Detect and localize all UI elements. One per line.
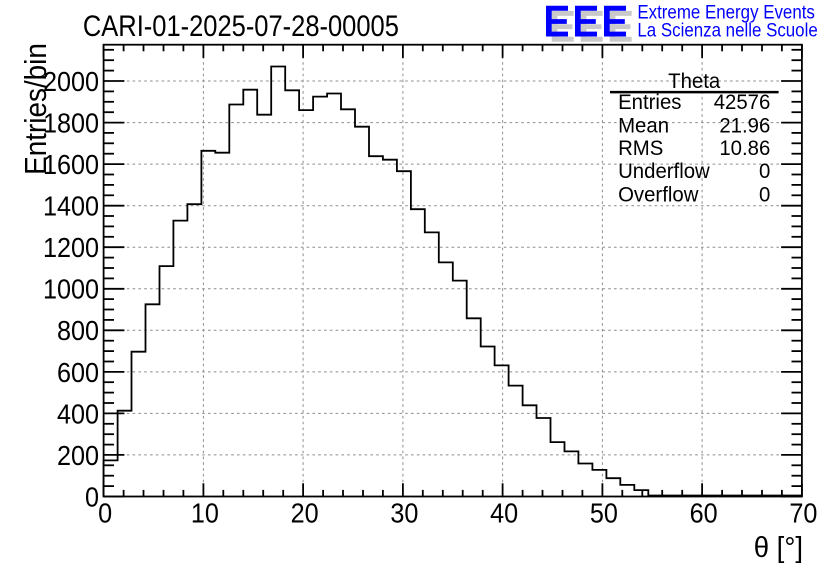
svg-text:42576: 42576	[714, 91, 771, 114]
svg-text:2000: 2000	[43, 66, 99, 98]
svg-text:30: 30	[390, 497, 418, 529]
svg-text:70: 70	[789, 497, 817, 529]
svg-text:0: 0	[759, 183, 770, 206]
svg-text:0: 0	[98, 497, 112, 529]
svg-text:1200: 1200	[43, 232, 99, 264]
svg-text:CARI-01-2025-07-28-00005: CARI-01-2025-07-28-00005	[83, 9, 399, 42]
svg-text:50: 50	[590, 497, 618, 529]
svg-text:10: 10	[191, 497, 219, 529]
svg-text:Overflow: Overflow	[618, 183, 698, 206]
svg-text:1800: 1800	[43, 107, 99, 139]
svg-text:10.86: 10.86	[719, 137, 770, 160]
svg-text:200: 200	[57, 440, 99, 472]
svg-text:40: 40	[490, 497, 518, 529]
svg-text:0: 0	[759, 160, 770, 183]
svg-text:RMS: RMS	[618, 137, 663, 160]
svg-text:1600: 1600	[43, 149, 99, 181]
svg-text:1000: 1000	[43, 273, 99, 305]
svg-text:θ [°]: θ [°]	[754, 530, 803, 563]
svg-text:400: 400	[57, 398, 99, 430]
svg-text:20: 20	[291, 497, 319, 529]
svg-text:800: 800	[57, 315, 99, 347]
svg-text:Mean: Mean	[618, 114, 669, 137]
svg-text:Underflow: Underflow	[618, 160, 710, 183]
svg-text:21.96: 21.96	[719, 114, 770, 137]
svg-text:Extreme Energy Events: Extreme Energy Events	[637, 2, 814, 23]
svg-text:Entries/bin: Entries/bin	[19, 43, 54, 175]
svg-text:La Scienza nelle Scuole: La Scienza nelle Scuole	[637, 20, 817, 41]
svg-text:Entries: Entries	[618, 91, 681, 114]
svg-text:60: 60	[690, 497, 718, 529]
svg-text:1400: 1400	[43, 190, 99, 222]
svg-text:0: 0	[85, 481, 99, 513]
svg-text:600: 600	[57, 357, 99, 389]
svg-text:Theta: Theta	[668, 70, 721, 93]
